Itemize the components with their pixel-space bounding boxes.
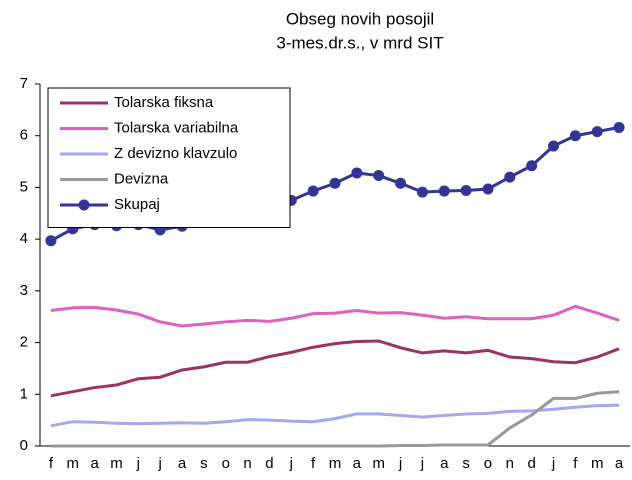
point xyxy=(329,177,341,189)
x-tick-label: m xyxy=(110,455,123,472)
point xyxy=(351,167,363,179)
legend-marker xyxy=(78,199,90,211)
x-tick-label: s xyxy=(200,455,208,472)
x-tick-label: d xyxy=(265,455,273,472)
x-tick-label: s xyxy=(462,455,470,472)
y-tick-label: 3 xyxy=(20,282,28,299)
x-tick-label: d xyxy=(527,455,535,472)
series-line xyxy=(50,390,620,448)
point xyxy=(438,185,450,197)
legend-label: Skupaj xyxy=(114,196,160,213)
x-tick-label: j xyxy=(420,455,424,472)
point xyxy=(591,126,603,138)
x-tick-label: a xyxy=(615,455,624,472)
point xyxy=(416,186,428,198)
series-line xyxy=(50,339,620,398)
x-tick-label: j xyxy=(158,455,162,472)
y-tick-label: 0 xyxy=(20,437,28,454)
point xyxy=(395,177,407,189)
x-tick-label: m xyxy=(67,455,80,472)
point xyxy=(548,140,560,152)
point xyxy=(307,185,319,197)
x-tick-label: a xyxy=(440,455,449,472)
x-tick-label: m xyxy=(591,455,604,472)
series-line xyxy=(50,304,620,328)
y-tick-label: 4 xyxy=(20,230,28,247)
x-tick-label: f xyxy=(49,455,54,472)
x-tick-label: f xyxy=(573,455,578,472)
series-line xyxy=(50,403,620,428)
point xyxy=(504,171,516,183)
x-tick-label: n xyxy=(243,455,251,472)
point xyxy=(569,130,581,142)
point xyxy=(460,185,472,197)
x-tick-label: o xyxy=(222,455,230,472)
x-tick-label: j xyxy=(289,455,293,472)
x-tick-label: m xyxy=(329,455,342,472)
x-tick-label: a xyxy=(90,455,99,472)
x-tick-label: o xyxy=(484,455,492,472)
y-tick-label: 6 xyxy=(20,127,28,144)
point xyxy=(526,160,538,172)
x-tick-label: m xyxy=(372,455,385,472)
x-tick-label: a xyxy=(178,455,187,472)
legend-label: Devizna xyxy=(114,170,169,187)
legend-label: Tolarska variabilna xyxy=(114,119,239,136)
chart-title: Obseg novih posojil xyxy=(286,9,434,28)
point xyxy=(482,183,494,195)
x-tick-label: j xyxy=(551,455,555,472)
point xyxy=(613,121,625,133)
legend-label: Tolarska fiksna xyxy=(114,94,214,111)
y-tick-label: 1 xyxy=(20,385,28,402)
x-tick-label: j xyxy=(398,455,402,472)
x-tick-label: a xyxy=(353,455,362,472)
chart-subtitle: 3-mes.dr.s., v mrd SIT xyxy=(276,33,443,52)
point xyxy=(45,235,57,247)
legend-label: Z devizno klavzulo xyxy=(114,145,237,162)
x-tick-label: n xyxy=(506,455,514,472)
x-tick-label: j xyxy=(136,455,140,472)
y-tick-label: 5 xyxy=(20,178,28,195)
y-tick-label: 2 xyxy=(20,334,28,351)
x-tick-label: f xyxy=(311,455,316,472)
y-tick-label: 7 xyxy=(20,75,28,92)
point xyxy=(373,170,385,182)
